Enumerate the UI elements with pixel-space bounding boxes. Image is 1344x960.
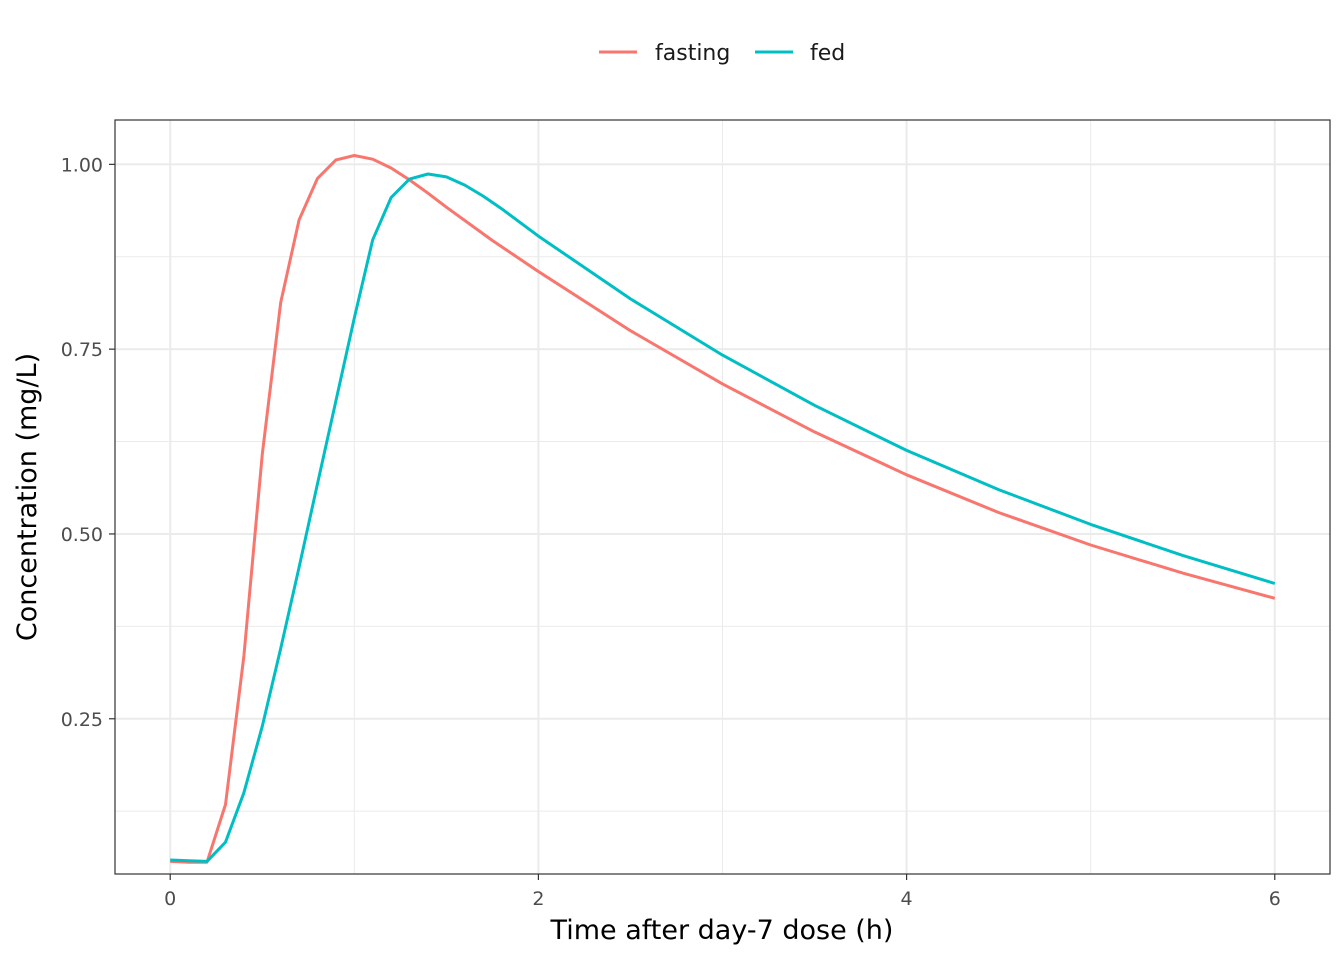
x-tick-label: 0 — [164, 888, 176, 910]
legend: fasting fed — [599, 41, 845, 66]
x-tick-label: 4 — [901, 888, 913, 910]
x-axis-title: Time after day-7 dose (h) — [550, 915, 894, 946]
y-tick-label: 0.50 — [61, 524, 103, 546]
y-axis: 0.25 0.50 0.75 1.00 — [61, 154, 115, 731]
grid-major — [115, 120, 1330, 874]
plot-area — [114, 119, 1331, 875]
series-line-fed — [170, 172, 1276, 863]
series-line-fasting — [170, 154, 1276, 864]
x-tick-label: 2 — [532, 888, 544, 910]
y-tick-label: 0.75 — [61, 339, 103, 361]
y-axis-title: Concentration (mg/L) — [12, 353, 43, 641]
x-tick-label: 6 — [1269, 888, 1281, 910]
y-tick-label: 0.25 — [61, 709, 103, 731]
plot-border — [114, 119, 1331, 875]
legend-label-fasting: fasting — [655, 41, 730, 66]
grid-minor — [115, 120, 1330, 874]
y-tick-label: 1.00 — [61, 154, 103, 176]
legend-label-fed: fed — [810, 41, 845, 66]
series-lines — [170, 154, 1276, 864]
x-axis: 0 2 4 6 — [164, 874, 1281, 910]
